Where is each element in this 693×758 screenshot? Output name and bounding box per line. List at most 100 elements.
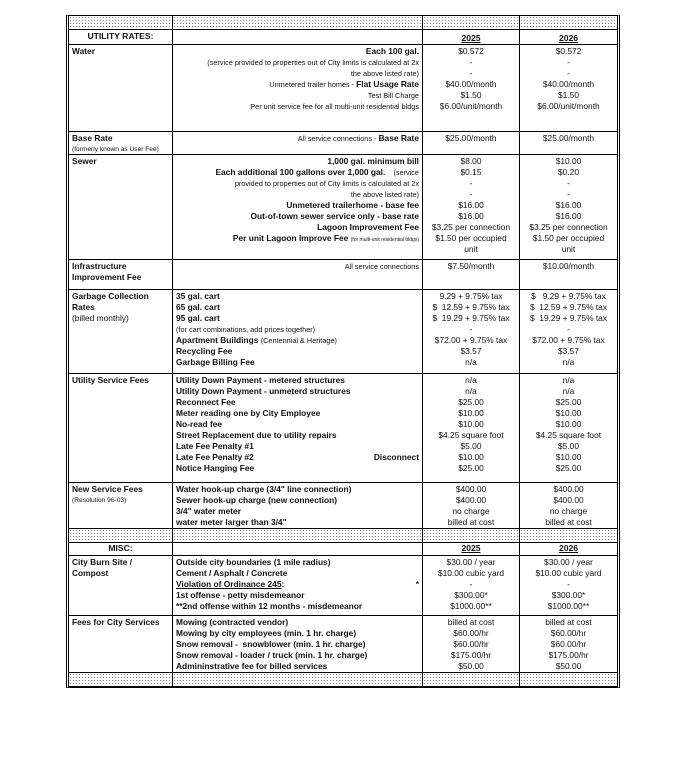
fee-value: billed at cost: [545, 517, 592, 527]
fee-value: $3.25 per connection: [431, 222, 511, 232]
fee-description-part: 35 gal. cart: [176, 291, 220, 301]
fee-value: unit: [464, 244, 478, 254]
fee-description-line: 3/4" water meter: [176, 506, 419, 517]
fee-description: Late Fee Penalty #2: [176, 452, 254, 463]
fee-value: $10.00 cubic yard: [535, 568, 602, 578]
fee-description-part: provided to properties out of City limit…: [234, 179, 419, 188]
values-2026: n/a n/a $25.00 $10.00 $10.00 $4.25 square foo…: [520, 374, 617, 482]
fee-value: -: [469, 178, 473, 188]
fee-value: -: [567, 68, 570, 78]
fee-description-line: Each 100 gal.: [176, 46, 419, 57]
section-label-line: Sewer: [72, 156, 97, 166]
fee-description-part: Mowing by city employees (min. 1 hr. cha…: [176, 628, 357, 638]
fee-section: Fees for City Services Mowing (contracted…: [69, 616, 617, 673]
fee-description: Utility Down Payment - metered structure…: [176, 375, 345, 386]
section-label-line: Water: [72, 46, 95, 56]
fee-value: unit: [561, 244, 576, 254]
fee-value: $ 19.29 + 9.75% tax: [432, 313, 510, 323]
fee-section: City Burn Site / Compost Outside city boun…: [69, 556, 617, 616]
fee-value: billed at cost: [545, 617, 592, 627]
fee-value: no charge: [452, 506, 490, 516]
fee-description-part: (Centennial & Heritage): [260, 336, 337, 345]
fee-description-line: Mowing by city employees (min. 1 hr. cha…: [176, 628, 419, 639]
section-label-line: (Resolution 96-03): [72, 497, 127, 504]
fee-value: $60.00/hr: [550, 639, 587, 649]
fee-value: $1000.00**: [450, 601, 492, 611]
fee-value: $72.00 + 9.75% tax: [434, 335, 508, 345]
utility-rates-title: UTILITY RATES:: [69, 30, 173, 44]
section-label-line: Infrastructure: [72, 261, 127, 271]
fee-description: Mowing by city employees (min. 1 hr. cha…: [176, 628, 356, 639]
fee-descriptions: Outside city boundaries (1 mile radius) C…: [173, 556, 423, 615]
fee-description-part: Lagoon Improvement Fee: [317, 222, 419, 232]
section-label-line: Utility Service Fees: [72, 375, 149, 385]
fee-value: $16.00: [555, 211, 582, 221]
fee-section: New Service Fees (Resolution 96-03) Water …: [69, 483, 617, 529]
fee-description-line: Each additional 100 gallons over 1,000 g…: [176, 167, 419, 178]
fee-value: $16.00: [458, 200, 484, 210]
fee-description-line: (service provided to properties out of C…: [176, 57, 419, 68]
values-2026: $ 9.29 + 9.75% tax $ 12.59 + 9.75% tax $ 1…: [520, 290, 617, 373]
fee-value: $10.00/month: [542, 261, 595, 271]
fee-description-line: Out-of-town sewer service only - base ra…: [176, 211, 419, 222]
fee-description: 35 gal. cart: [176, 291, 220, 302]
fee-description-part: (service provided to properties out of C…: [207, 58, 419, 67]
fee-value: $300.00*: [551, 590, 586, 600]
fee-description: Per unit service fee for all multi-unit …: [250, 101, 419, 112]
fee-description-part: Outside city boundaries (1 mile radius): [176, 557, 331, 567]
fee-description-part: Mowing (contracted vendor): [176, 617, 289, 627]
fee-description: Apartment Buildings (Centennial & Herita…: [176, 335, 337, 346]
fee-description: provided to properties out of City limit…: [235, 178, 419, 189]
fee-description-line: Garbage Billing Fee: [176, 357, 419, 368]
misc-header: MISC: 2025 2026: [69, 543, 617, 556]
fee-description-part: All service connections: [344, 262, 419, 271]
fee-description-part: (for cart combinations, add prices toget…: [176, 325, 316, 334]
section-label: Utility Service Fees: [69, 374, 173, 482]
fee-value: $0.572: [555, 46, 582, 56]
fee-description-part: the above listed rate): [350, 69, 419, 78]
values-2025: $400.00 $400.00 no charge billed at cost: [423, 483, 520, 528]
fee-description-line: 95 gal. cart: [176, 313, 419, 324]
fee-description: Late Fee Penalty #1: [176, 441, 254, 452]
fee-value: n/a: [465, 357, 477, 367]
fee-value: $400.00: [553, 495, 584, 505]
fee-description-part: 95 gal. cart: [176, 313, 220, 323]
section-label-line: (billed monthly): [72, 313, 129, 323]
fee-description-part: Per unit service fee for all multi-unit …: [250, 102, 419, 111]
fee-value: -: [567, 579, 570, 589]
fee-value: $1.50 per occupied: [532, 233, 605, 243]
fee-value: 9.29 + 9.75% tax: [439, 291, 503, 301]
fee-description-part: :: [281, 579, 285, 589]
fee-value: $400.00: [553, 484, 584, 494]
fee-description: Sewer hook-up charge (new connection): [176, 495, 337, 506]
fee-description: **2nd offense within 12 months - misdeme…: [176, 601, 362, 612]
fee-description: All service connections: [345, 261, 419, 272]
values-2025: $30.00 / year $10.00 cubic yard - $300.00* $…: [423, 556, 520, 615]
fee-description-line: Apartment Buildings (Centennial & Herita…: [176, 335, 419, 346]
fee-value: $5.00: [460, 441, 482, 451]
fee-value: $4.25 square foot: [438, 430, 504, 440]
values-2025: 9.29 + 9.75% tax $ 12.59 + 9.75% tax $ 19.…: [423, 290, 520, 373]
fee-value: $1000.00**: [547, 601, 590, 611]
fee-value: n/a: [562, 375, 575, 385]
fee-value: $ 12.59 + 9.75% tax: [432, 302, 510, 312]
fee-description-part: Each additional 100 gallons over 1,000 g…: [215, 167, 386, 177]
fee-value: n/a: [465, 386, 477, 396]
fee-value: $0.20: [558, 167, 579, 177]
fee-description: Per unit Lagoon Improve Fee (for multi-u…: [233, 233, 419, 246]
fee-description-part: Flat Usage Rate: [356, 79, 419, 89]
fee-description: Street Replacement due to utility repair…: [176, 430, 337, 441]
fee-value: $0.572: [458, 46, 484, 56]
values-2026: $25.00/month: [520, 132, 617, 154]
fee-value: $300.00*: [454, 590, 488, 600]
fee-description-part: the above listed rate): [350, 190, 419, 199]
fee-description-line: water meter larger than 3/4": [176, 517, 419, 528]
values-2025: $7.50/month: [423, 260, 520, 289]
fee-description-part: Sewer hook-up charge (new connection): [176, 495, 338, 505]
fee-description-part: No-read fee: [176, 419, 223, 429]
values-2026: $10.00 $0.20- - $16.00 $16.00 $3.25 per conne…: [520, 155, 617, 259]
shaded-divider: [69, 529, 617, 543]
fee-description-line: Cement / Asphalt / Concrete: [176, 568, 419, 579]
fee-descriptions: 35 gal. cart 65 gal. cart 95 gal. cart (for…: [173, 290, 423, 373]
fee-description-line: Street Replacement due to utility repair…: [176, 430, 419, 441]
